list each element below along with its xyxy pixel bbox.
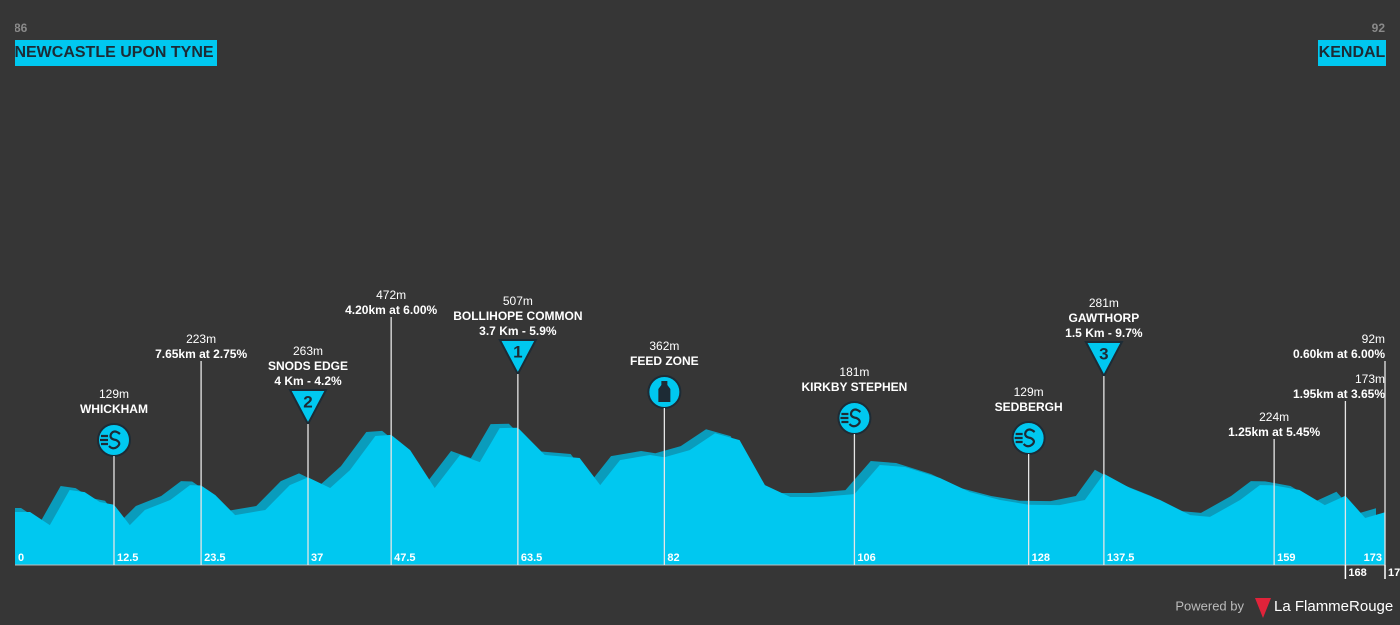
- x-tick-label: 106: [857, 552, 875, 564]
- marker-elevation: 92m: [1362, 332, 1385, 346]
- brand-logo: [1255, 598, 1271, 618]
- climb-category: 2: [303, 392, 312, 411]
- climb-icon: [498, 339, 538, 377]
- marker-elevation: 362m: [649, 339, 679, 353]
- finish-elevation: 92: [1372, 21, 1386, 35]
- x-tick-label: 47.5: [394, 552, 415, 564]
- marker-detail: 1.25km at 5.45%: [1228, 425, 1320, 439]
- marker-detail: 0.60km at 6.00%: [1293, 347, 1385, 361]
- marker-detail: 1.95km at 3.65%: [1293, 387, 1385, 401]
- marker-name: WHICKHAM: [80, 402, 148, 416]
- x-tick-label: 0: [18, 552, 24, 564]
- sprint-glyph: [840, 408, 862, 428]
- x-tick-label: 168: [1348, 567, 1366, 579]
- marker-detail: 4.20km at 6.00%: [345, 303, 437, 317]
- x-tick-label: 63.5: [521, 552, 542, 564]
- x-tick-label: 159: [1277, 552, 1295, 564]
- finish-box: [1318, 40, 1386, 66]
- marker-detail: 4 Km - 4.2%: [274, 374, 342, 388]
- marker-name: BOLLIHOPE COMMON: [453, 309, 582, 323]
- marker-detail: 1.5 Km - 9.7%: [1065, 326, 1143, 340]
- marker-name: GAWTHORP: [1069, 311, 1140, 325]
- finish-name: KENDAL: [1319, 44, 1386, 61]
- x-tick-label: 37: [311, 552, 323, 564]
- marker-elevation: 129m: [99, 387, 129, 401]
- marker-elevation: 263m: [293, 344, 323, 358]
- feed-glyph: [658, 381, 671, 402]
- marker-elevation: 223m: [186, 332, 216, 346]
- x-tick-label: 82: [667, 552, 679, 564]
- sprint-glyph: [99, 430, 121, 450]
- brand: La FlammeRouge: [1274, 598, 1393, 615]
- marker-elevation: 181m: [839, 365, 869, 379]
- x-tick-label: 23.5: [204, 552, 225, 564]
- powered-by: Powered by: [1175, 598, 1244, 613]
- marker-name: SNODS EDGE: [268, 359, 348, 373]
- start-box: [12, 40, 217, 66]
- marker-elevation: 507m: [503, 294, 533, 308]
- marker-detail: 7.65km at 2.75%: [155, 347, 247, 361]
- marker-elevation: 173m: [1355, 372, 1385, 386]
- marker-elevation: 129m: [1014, 385, 1044, 399]
- start-elevation: 86: [14, 21, 28, 35]
- marker-name: FEED ZONE: [630, 354, 699, 368]
- start-name: NEWCASTLE UPON TYNE: [14, 44, 213, 61]
- x-tick-label: 137.5: [1107, 552, 1135, 564]
- marker-elevation: 224m: [1259, 410, 1289, 424]
- sprint-glyph: [1014, 428, 1036, 448]
- shadow-clip: [0, 0, 15, 625]
- x-tick-label: 128: [1032, 552, 1050, 564]
- x-tick-label: 173: [1364, 552, 1382, 564]
- x-tick-label: 12.5: [117, 552, 138, 564]
- marker-name: SEDBERGH: [995, 400, 1063, 414]
- marker-elevation: 472m: [376, 288, 406, 302]
- climb-category: 1: [513, 342, 522, 361]
- x-tick-label: 173: [1388, 567, 1400, 579]
- profile: [15, 427, 1385, 565]
- climb-category: 3: [1099, 344, 1108, 363]
- marker-name: KIRKBY STEPHEN: [802, 380, 908, 394]
- climb-icon: [1084, 341, 1124, 379]
- climb-icon: [288, 389, 328, 427]
- marker-elevation: 281m: [1089, 296, 1119, 310]
- marker-detail: 3.7 Km - 5.9%: [479, 324, 557, 338]
